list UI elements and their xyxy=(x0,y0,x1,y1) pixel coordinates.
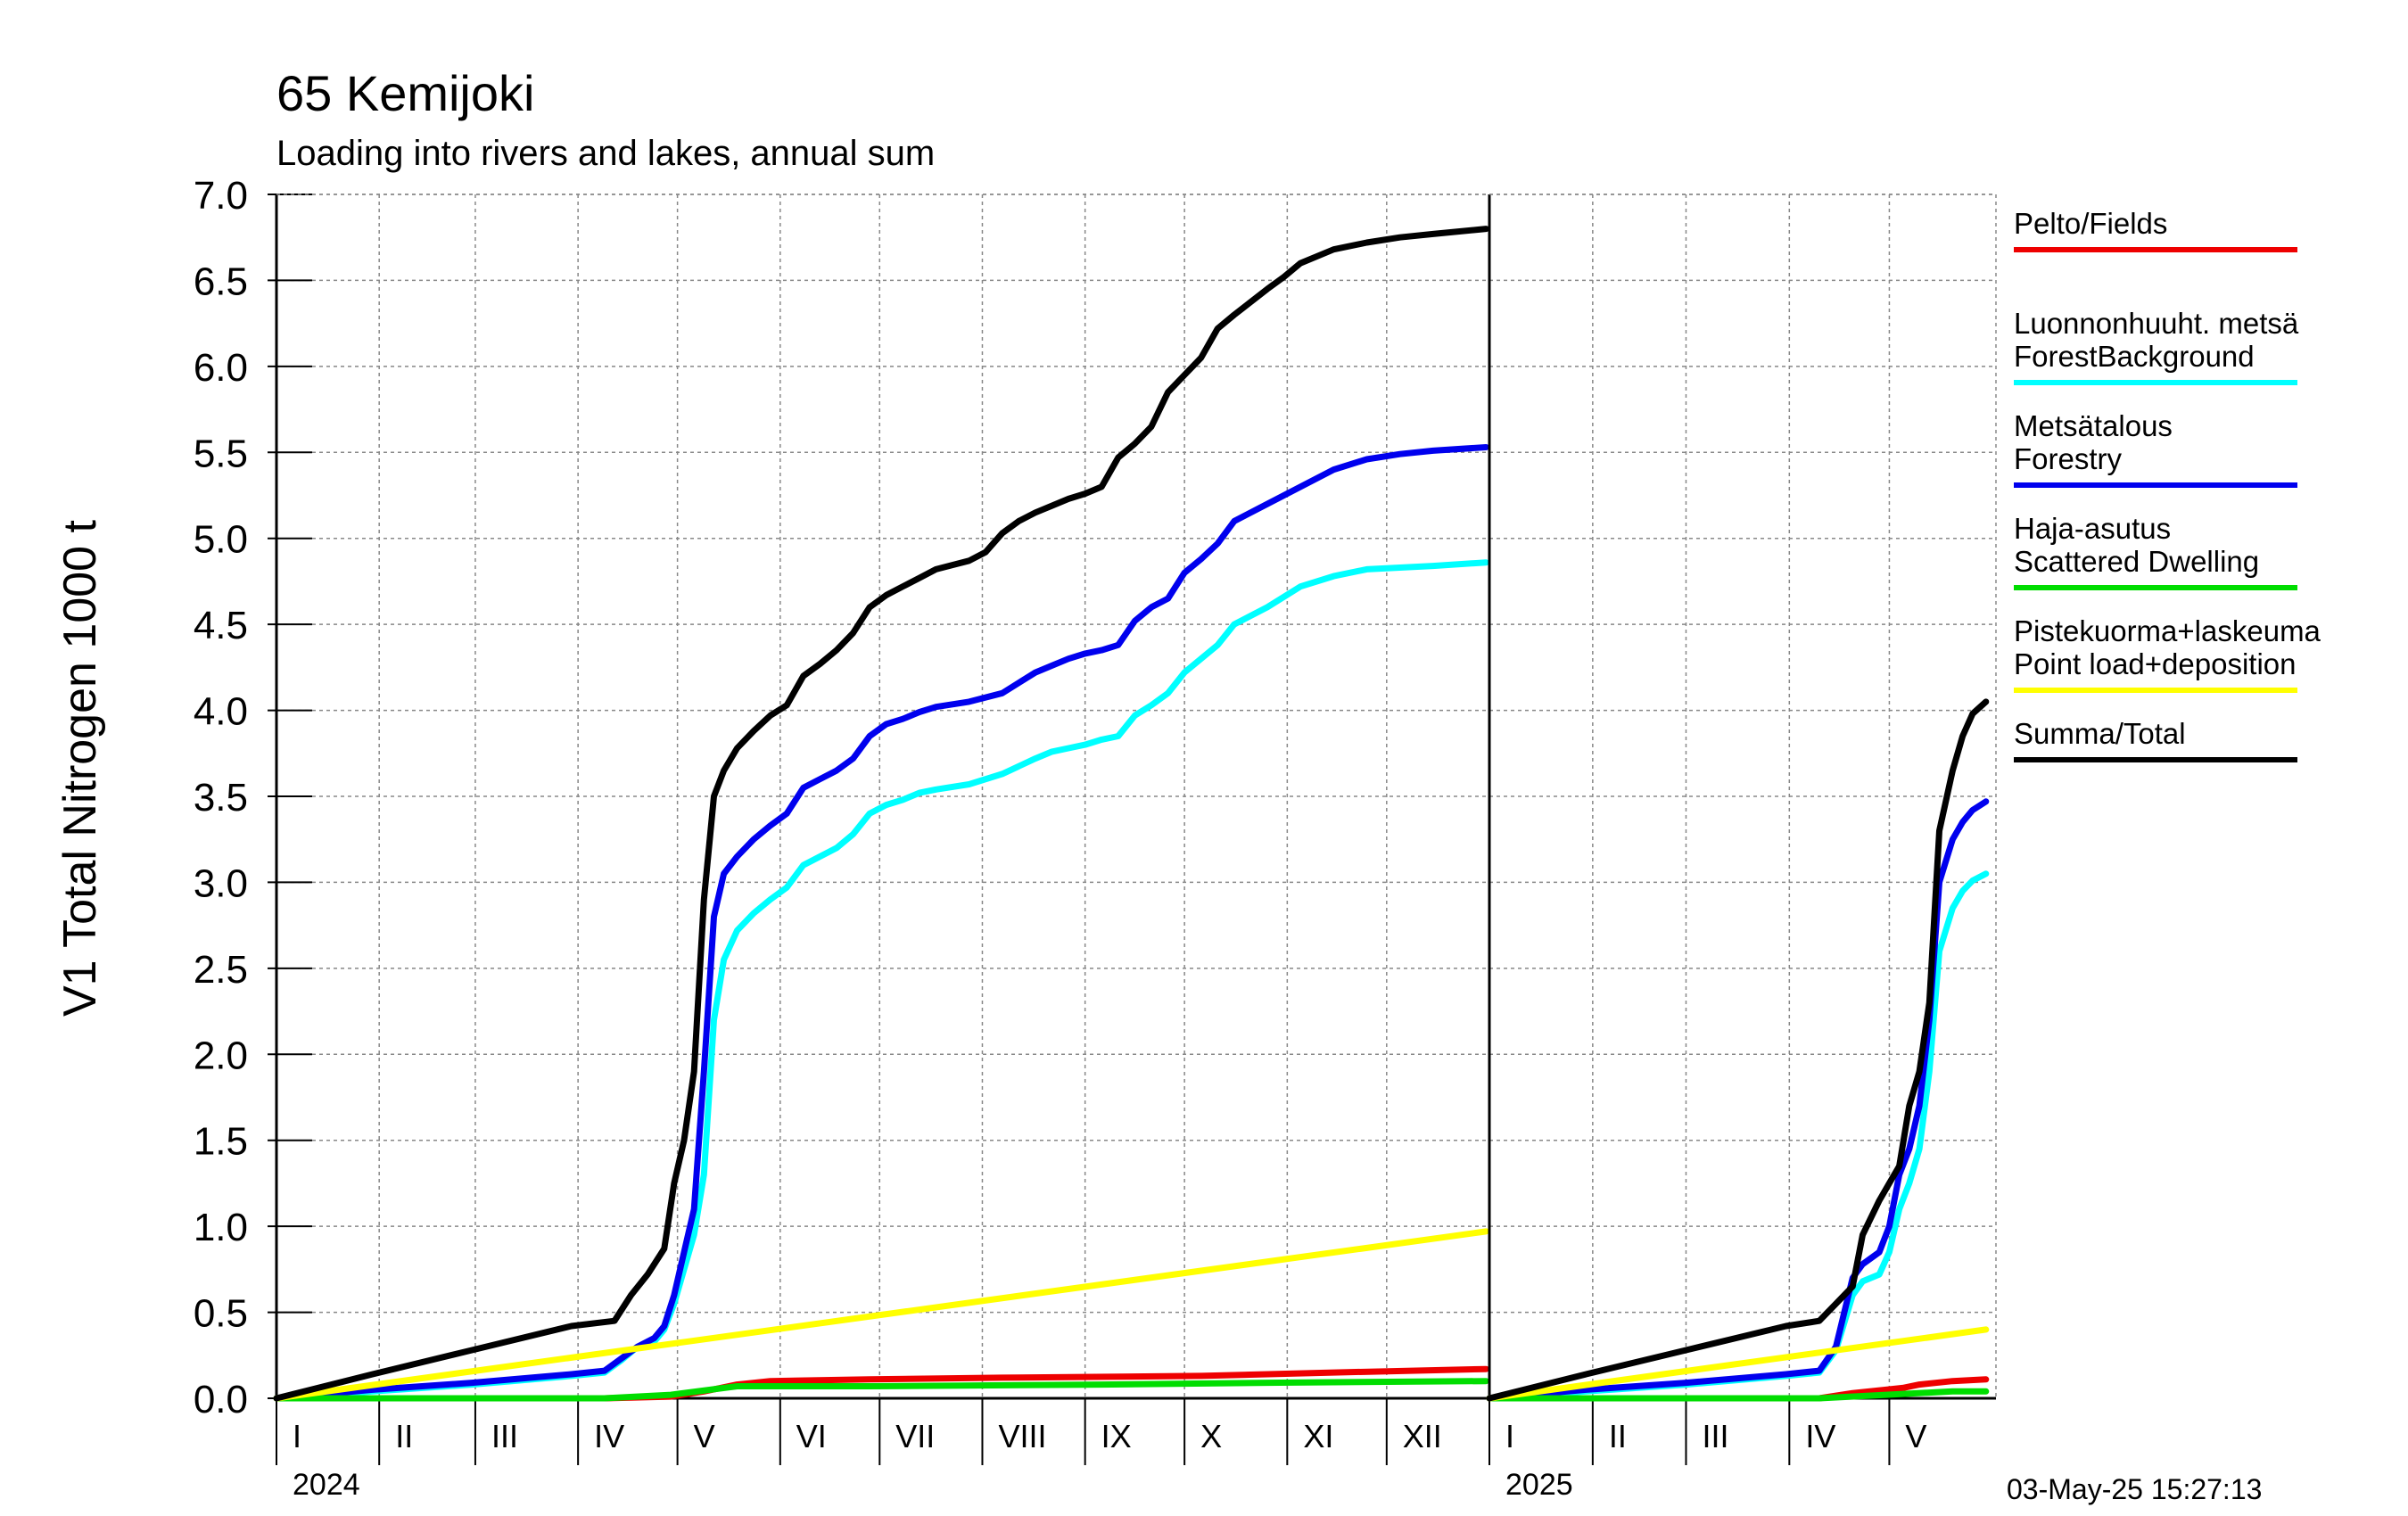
y-tick-label: 0.5 xyxy=(194,1292,248,1336)
month-label: X xyxy=(1200,1418,1222,1454)
month-label: V xyxy=(694,1418,715,1454)
y-tick-label: 0.0 xyxy=(194,1378,248,1421)
legend-item-fields: Pelto/Fields xyxy=(2014,207,2388,260)
legend-label: Pistekuorma+laskeuma xyxy=(2014,614,2321,647)
series-line-hajaasutus xyxy=(1486,1388,1990,1402)
month-label: VII xyxy=(895,1418,935,1454)
legend-swatch xyxy=(2014,380,2297,385)
y-tick-label: 4.5 xyxy=(194,604,248,647)
legend-label: Haja-asutus xyxy=(2014,512,2172,545)
chart-title: 65 Kemijoki xyxy=(276,65,535,121)
series-line-summatotal xyxy=(1486,698,1990,1402)
year-label: 2025 xyxy=(1505,1468,1573,1502)
y-tick-label: 5.0 xyxy=(194,518,248,562)
month-label: IV xyxy=(594,1418,624,1454)
legend-label: Summa/Total xyxy=(2014,717,2186,750)
series-line-summatotal xyxy=(273,226,1489,1402)
y-tick-label: 2.0 xyxy=(194,1034,248,1077)
y-tick-label: 2.5 xyxy=(194,948,248,992)
y-tick-label: 1.0 xyxy=(194,1206,248,1249)
y-tick-label: 6.0 xyxy=(194,346,248,390)
legend-swatch xyxy=(2014,482,2297,488)
legend-swatch xyxy=(2014,585,2297,590)
month-label: XII xyxy=(1403,1418,1442,1454)
y-tick-label: 1.5 xyxy=(194,1120,248,1164)
legend-item-forestry: Metsätalous Forestry xyxy=(2014,409,2388,512)
month-label: III xyxy=(1702,1418,1728,1454)
legend-item-point-load: Pistekuorma+laskeuma Point load+depositi… xyxy=(2014,614,2388,717)
y-tick-label: 6.5 xyxy=(194,260,248,303)
series-line-pistekuormalaskeuma xyxy=(1486,1326,1990,1402)
month-label: V xyxy=(1905,1418,1926,1454)
legend-swatch xyxy=(2014,757,2297,762)
month-label: VI xyxy=(796,1418,827,1454)
series-line-hajaasutus xyxy=(273,1378,1489,1402)
legend-swatch xyxy=(2014,688,2297,693)
series-line-metstalous xyxy=(1486,798,1990,1402)
month-label: IV xyxy=(1805,1418,1835,1454)
legend-swatch xyxy=(2014,247,2297,252)
series-line-pistekuormalaskeuma xyxy=(273,1228,1489,1402)
y-tick-label: 4.0 xyxy=(194,690,248,734)
legend-label: ForestBackground xyxy=(2014,340,2255,373)
y-tick-label: 3.0 xyxy=(194,861,248,905)
month-label: I xyxy=(293,1418,301,1454)
legend-label: Scattered Dwelling xyxy=(2014,545,2260,578)
y-tick-label: 5.5 xyxy=(194,432,248,475)
legend-item-total: Summa/Total xyxy=(2014,717,2388,770)
legend-label: Pelto/Fields xyxy=(2014,207,2168,240)
month-label: II xyxy=(1609,1418,1627,1454)
month-label: XI xyxy=(1303,1418,1333,1454)
timestamp: 03-May-25 15:27:13 xyxy=(2007,1473,2263,1505)
legend: Pelto/Fields Luonnonhuuht. metsä ForestB… xyxy=(2014,207,2388,770)
month-label: IX xyxy=(1101,1418,1132,1454)
y-tick-label: 7.0 xyxy=(194,174,248,218)
month-label: VIII xyxy=(998,1418,1046,1454)
month-label: I xyxy=(1505,1418,1514,1454)
month-label: II xyxy=(395,1418,413,1454)
legend-item-scattered-dwelling: Haja-asutus Scattered Dwelling xyxy=(2014,512,2388,614)
legend-label: Point load+deposition xyxy=(2014,647,2297,680)
month-label: III xyxy=(491,1418,518,1454)
series-line-metstalous xyxy=(273,444,1489,1402)
chart-subtitle: Loading into rivers and lakes, annual su… xyxy=(276,134,936,173)
legend-label: Forestry xyxy=(2014,442,2123,475)
series-line-luonnonhuuht xyxy=(273,559,1489,1402)
legend-label: Metsätalous xyxy=(2014,409,2173,442)
y-tick-label: 3.5 xyxy=(194,776,248,820)
legend-label: Luonnonhuuht. metsä xyxy=(2014,307,2299,340)
legend-item-forest-background: Luonnonhuuht. metsä ForestBackground xyxy=(2014,307,2388,409)
year-label: 2024 xyxy=(293,1468,360,1502)
y-axis-label: V1 Total Nitrogen 1000 t xyxy=(54,520,106,1017)
